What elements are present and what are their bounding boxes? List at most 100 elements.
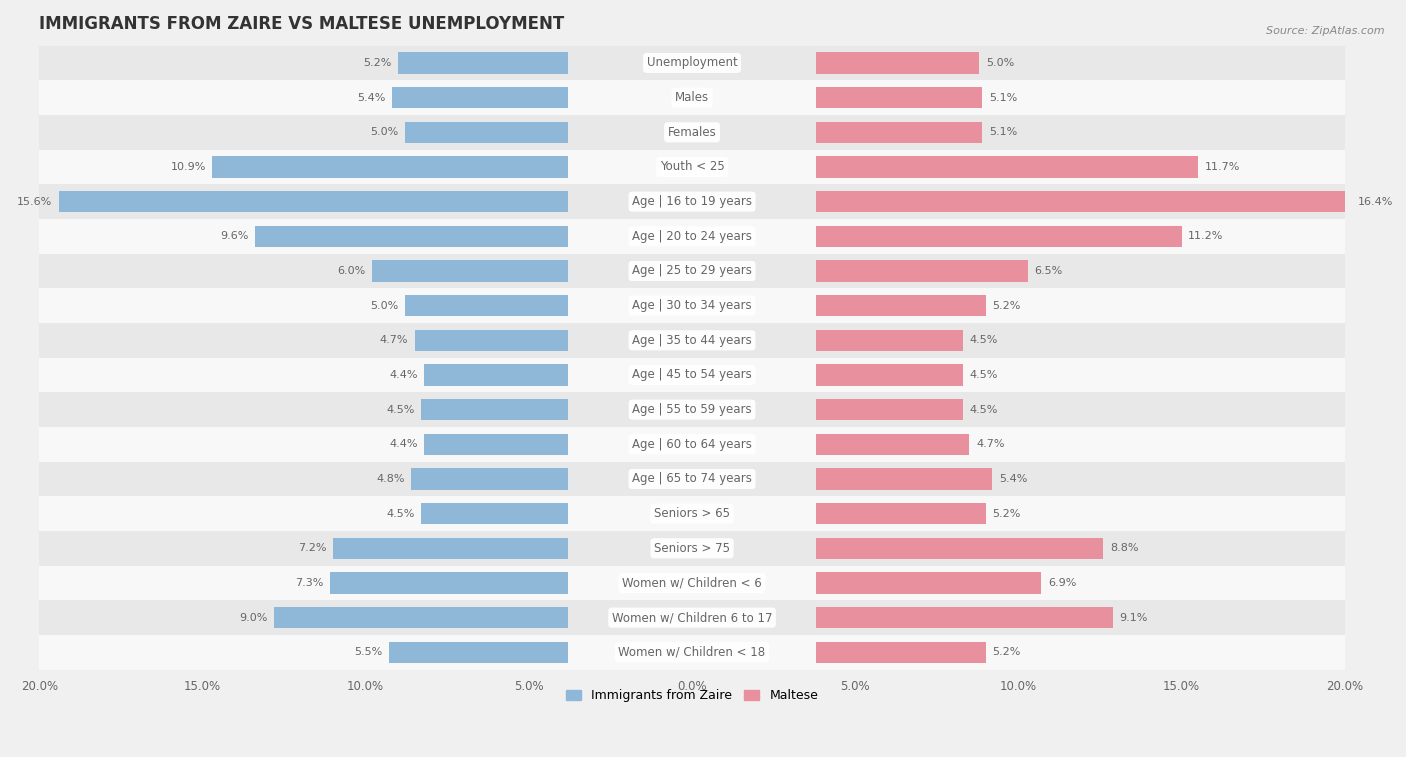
- Text: 5.2%: 5.2%: [993, 509, 1021, 519]
- Text: 7.2%: 7.2%: [298, 544, 326, 553]
- Bar: [254, 226, 568, 247]
- Text: Women w/ Children < 18: Women w/ Children < 18: [619, 646, 766, 659]
- Bar: [815, 572, 1042, 593]
- Bar: [815, 87, 983, 108]
- Text: 5.0%: 5.0%: [370, 127, 398, 137]
- Bar: [815, 260, 1028, 282]
- Text: 6.9%: 6.9%: [1047, 578, 1076, 588]
- Text: Age | 45 to 54 years: Age | 45 to 54 years: [633, 369, 752, 382]
- Bar: [39, 357, 1344, 392]
- Bar: [425, 364, 568, 386]
- Text: Age | 35 to 44 years: Age | 35 to 44 years: [633, 334, 752, 347]
- Text: Males: Males: [675, 91, 709, 104]
- Bar: [405, 295, 568, 316]
- Bar: [274, 607, 568, 628]
- Text: 16.4%: 16.4%: [1358, 197, 1393, 207]
- Bar: [330, 572, 568, 593]
- Text: 5.2%: 5.2%: [363, 58, 392, 68]
- Text: 4.5%: 4.5%: [387, 405, 415, 415]
- Text: 5.2%: 5.2%: [993, 647, 1021, 657]
- Text: 9.0%: 9.0%: [239, 612, 267, 622]
- Bar: [39, 323, 1344, 357]
- Bar: [39, 600, 1344, 635]
- Text: 4.5%: 4.5%: [969, 335, 998, 345]
- Bar: [815, 226, 1181, 247]
- Text: 4.5%: 4.5%: [969, 405, 998, 415]
- Bar: [815, 364, 963, 386]
- Bar: [39, 531, 1344, 565]
- Bar: [815, 503, 986, 525]
- Text: 5.1%: 5.1%: [988, 127, 1018, 137]
- Text: 6.5%: 6.5%: [1035, 266, 1063, 276]
- Text: 9.6%: 9.6%: [219, 232, 249, 241]
- Text: 11.2%: 11.2%: [1188, 232, 1223, 241]
- Text: 4.7%: 4.7%: [380, 335, 408, 345]
- Bar: [39, 392, 1344, 427]
- Bar: [398, 52, 568, 73]
- Bar: [815, 434, 969, 455]
- Bar: [815, 156, 1198, 178]
- Bar: [815, 641, 986, 663]
- Bar: [815, 537, 1104, 559]
- Text: Age | 30 to 34 years: Age | 30 to 34 years: [633, 299, 752, 312]
- Text: Seniors > 65: Seniors > 65: [654, 507, 730, 520]
- Bar: [333, 537, 568, 559]
- Bar: [392, 87, 568, 108]
- Text: 15.6%: 15.6%: [17, 197, 52, 207]
- Text: Age | 55 to 59 years: Age | 55 to 59 years: [633, 403, 752, 416]
- Bar: [212, 156, 568, 178]
- Text: Women w/ Children 6 to 17: Women w/ Children 6 to 17: [612, 611, 772, 624]
- Text: 5.2%: 5.2%: [993, 301, 1021, 310]
- Text: Age | 20 to 24 years: Age | 20 to 24 years: [633, 230, 752, 243]
- Bar: [815, 469, 993, 490]
- Text: 5.4%: 5.4%: [357, 92, 385, 103]
- Text: Age | 16 to 19 years: Age | 16 to 19 years: [633, 195, 752, 208]
- Text: 11.7%: 11.7%: [1205, 162, 1240, 172]
- Bar: [815, 295, 986, 316]
- Bar: [415, 329, 568, 351]
- Text: 5.5%: 5.5%: [354, 647, 382, 657]
- Text: Age | 25 to 29 years: Age | 25 to 29 years: [633, 264, 752, 278]
- Bar: [39, 184, 1344, 219]
- Text: 5.4%: 5.4%: [998, 474, 1028, 484]
- Text: 5.1%: 5.1%: [988, 92, 1018, 103]
- Bar: [39, 635, 1344, 670]
- Bar: [39, 462, 1344, 497]
- Text: 6.0%: 6.0%: [337, 266, 366, 276]
- Bar: [815, 607, 1114, 628]
- Text: 7.3%: 7.3%: [295, 578, 323, 588]
- Text: 5.0%: 5.0%: [370, 301, 398, 310]
- Bar: [39, 254, 1344, 288]
- Bar: [815, 399, 963, 420]
- Text: 10.9%: 10.9%: [170, 162, 205, 172]
- Bar: [39, 150, 1344, 184]
- Bar: [422, 399, 568, 420]
- Bar: [39, 565, 1344, 600]
- Text: Seniors > 75: Seniors > 75: [654, 542, 730, 555]
- Bar: [388, 641, 568, 663]
- Bar: [39, 80, 1344, 115]
- Text: 4.5%: 4.5%: [387, 509, 415, 519]
- Text: 4.8%: 4.8%: [377, 474, 405, 484]
- Text: 4.4%: 4.4%: [389, 439, 418, 450]
- Bar: [425, 434, 568, 455]
- Text: IMMIGRANTS FROM ZAIRE VS MALTESE UNEMPLOYMENT: IMMIGRANTS FROM ZAIRE VS MALTESE UNEMPLO…: [39, 15, 565, 33]
- Bar: [39, 219, 1344, 254]
- Bar: [59, 191, 568, 213]
- Legend: Immigrants from Zaire, Maltese: Immigrants from Zaire, Maltese: [561, 684, 824, 707]
- Text: 4.4%: 4.4%: [389, 370, 418, 380]
- Text: 9.1%: 9.1%: [1119, 612, 1147, 622]
- Bar: [405, 122, 568, 143]
- Text: Age | 65 to 74 years: Age | 65 to 74 years: [633, 472, 752, 485]
- Text: 8.8%: 8.8%: [1109, 544, 1139, 553]
- Bar: [39, 497, 1344, 531]
- Bar: [39, 427, 1344, 462]
- Text: Women w/ Children < 6: Women w/ Children < 6: [623, 576, 762, 590]
- Bar: [422, 503, 568, 525]
- Text: Unemployment: Unemployment: [647, 57, 737, 70]
- Text: Youth < 25: Youth < 25: [659, 160, 724, 173]
- Text: 4.5%: 4.5%: [969, 370, 998, 380]
- Text: Source: ZipAtlas.com: Source: ZipAtlas.com: [1267, 26, 1385, 36]
- Bar: [412, 469, 568, 490]
- Text: Age | 60 to 64 years: Age | 60 to 64 years: [633, 438, 752, 450]
